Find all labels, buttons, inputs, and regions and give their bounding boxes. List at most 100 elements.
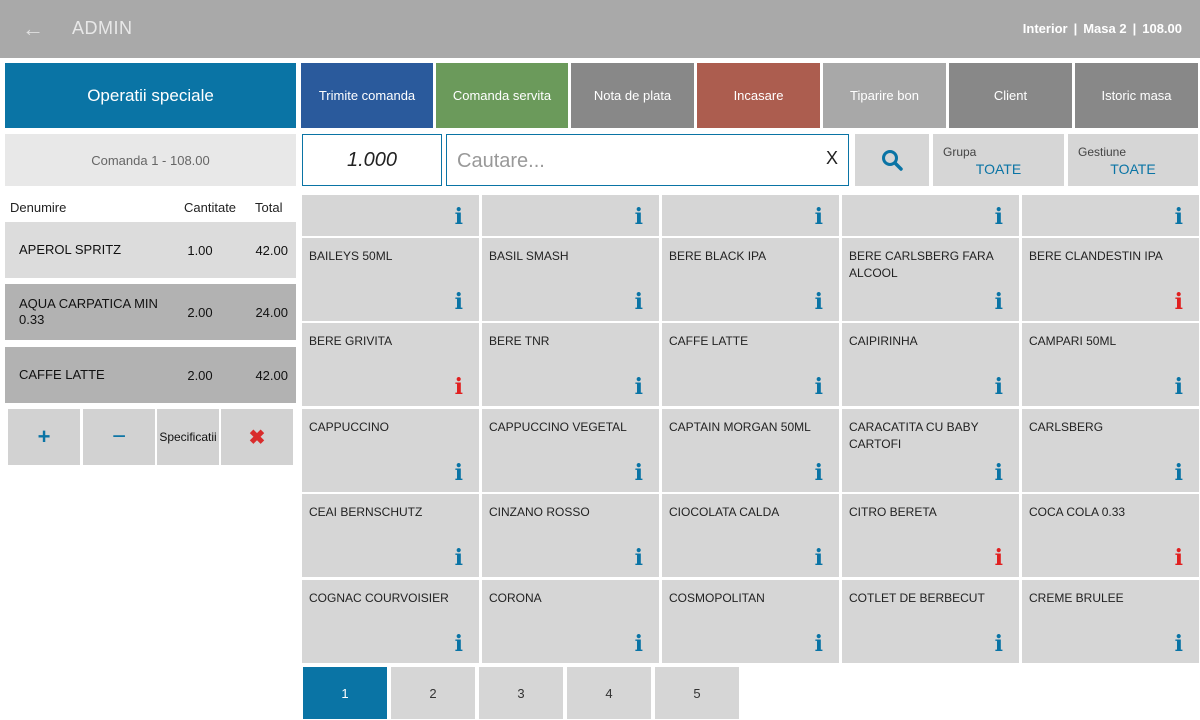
product-tile[interactable]: i bbox=[302, 195, 479, 236]
info-icon[interactable]: i bbox=[814, 631, 823, 657]
send-order-button[interactable]: Trimite comanda bbox=[301, 63, 433, 128]
product-tile[interactable]: BASIL SMASH i bbox=[482, 238, 659, 321]
page-button-2[interactable]: 2 bbox=[391, 667, 475, 719]
info-icon[interactable]: i bbox=[634, 460, 643, 486]
page-button-5[interactable]: 5 bbox=[655, 667, 739, 719]
info-icon[interactable]: i bbox=[994, 204, 1003, 230]
delete-item-button[interactable]: ✖ bbox=[221, 409, 293, 465]
order-served-button[interactable]: Comanda servita bbox=[436, 63, 568, 128]
product-tile[interactable]: BAILEYS 50ML i bbox=[302, 238, 479, 321]
info-icon[interactable]: i bbox=[814, 374, 823, 400]
order-item-qty: 2.00 bbox=[187, 367, 213, 383]
info-icon[interactable]: i bbox=[994, 374, 1003, 400]
product-tile[interactable]: i bbox=[1022, 195, 1199, 236]
info-icon[interactable]: i bbox=[454, 289, 463, 315]
increase-qty-button[interactable]: + bbox=[8, 409, 80, 465]
product-tile[interactable]: CAIPIRINHA i bbox=[842, 323, 1019, 406]
order-item[interactable]: CAFFE LATTE 2.00 42.00 bbox=[5, 347, 296, 403]
info-icon[interactable]: i bbox=[454, 460, 463, 486]
client-button[interactable]: Client bbox=[949, 63, 1072, 128]
product-tile[interactable]: BERE BLACK IPA i bbox=[662, 238, 839, 321]
product-tile[interactable]: i bbox=[842, 195, 1019, 236]
product-tile[interactable]: CIOCOLATA CALDA i bbox=[662, 494, 839, 577]
print-receipt-button[interactable]: Tiparire bon bbox=[823, 63, 946, 128]
product-tile[interactable]: CREME BRULEE i bbox=[1022, 580, 1199, 663]
collect-payment-button[interactable]: Incasare bbox=[697, 63, 820, 128]
product-name: CAPPUCCINO VEGETAL bbox=[489, 420, 627, 434]
product-tile[interactable]: CARACATITA CU BABY CARTOFI i bbox=[842, 409, 1019, 492]
product-tile[interactable]: COSMOPOLITAN i bbox=[662, 580, 839, 663]
product-name: CIOCOLATA CALDA bbox=[669, 505, 780, 519]
info-icon[interactable]: i bbox=[1174, 289, 1183, 315]
column-header-total: Total bbox=[255, 200, 283, 215]
table-history-button[interactable]: Istoric masa bbox=[1075, 63, 1198, 128]
product-name: CAFFE LATTE bbox=[669, 334, 749, 348]
product-tile[interactable]: CAFFE LATTE i bbox=[662, 323, 839, 406]
column-header-name: Denumire bbox=[10, 200, 67, 215]
product-tile[interactable]: BERE CARLSBERG FARA ALCOOL i bbox=[842, 238, 1019, 321]
group-filter[interactable]: Grupa TOATE bbox=[933, 134, 1064, 186]
product-tile[interactable]: COCA COLA 0.33 i bbox=[1022, 494, 1199, 577]
info-icon[interactable]: i bbox=[634, 289, 643, 315]
bill-button[interactable]: Nota de plata bbox=[571, 63, 694, 128]
info-icon[interactable]: i bbox=[634, 545, 643, 571]
info-icon[interactable]: i bbox=[634, 631, 643, 657]
clear-search-icon[interactable]: X bbox=[825, 148, 838, 168]
decrease-qty-button[interactable]: − bbox=[83, 409, 155, 465]
info-icon[interactable]: i bbox=[454, 631, 463, 657]
product-tile[interactable]: BERE GRIVITA i bbox=[302, 323, 479, 406]
info-icon[interactable]: i bbox=[814, 545, 823, 571]
product-tile[interactable]: BERE CLANDESTIN IPA i bbox=[1022, 238, 1199, 321]
product-tile[interactable]: i bbox=[482, 195, 659, 236]
product-tile[interactable]: BERE TNR i bbox=[482, 323, 659, 406]
info-icon[interactable]: i bbox=[994, 460, 1003, 486]
info-icon[interactable]: i bbox=[454, 545, 463, 571]
page-button-3[interactable]: 3 bbox=[479, 667, 563, 719]
special-operations-button[interactable]: Operatii speciale bbox=[5, 63, 296, 128]
info-icon[interactable]: i bbox=[1174, 545, 1183, 571]
info-icon[interactable]: i bbox=[994, 631, 1003, 657]
product-tile[interactable]: CAPPUCCINO VEGETAL i bbox=[482, 409, 659, 492]
product-tile[interactable]: CINZANO ROSSO i bbox=[482, 494, 659, 577]
location-label: Interior bbox=[1022, 21, 1068, 36]
order-selector[interactable]: Comanda 1 - 108.00 bbox=[5, 134, 296, 186]
specifications-button[interactable]: Specificatii bbox=[157, 409, 219, 465]
info-icon[interactable]: i bbox=[814, 289, 823, 315]
product-name: CARACATITA CU BABY CARTOFI bbox=[849, 420, 979, 451]
product-tile[interactable]: CAPTAIN MORGAN 50ML i bbox=[662, 409, 839, 492]
product-tile[interactable]: CITRO BERETA i bbox=[842, 494, 1019, 577]
info-icon[interactable]: i bbox=[994, 545, 1003, 571]
info-icon[interactable]: i bbox=[454, 204, 463, 230]
info-icon[interactable]: i bbox=[634, 204, 643, 230]
product-tile[interactable]: COTLET DE BERBECUT i bbox=[842, 580, 1019, 663]
product-tile[interactable]: CAPPUCCINO i bbox=[302, 409, 479, 492]
info-icon[interactable]: i bbox=[1174, 204, 1183, 230]
product-name: BERE BLACK IPA bbox=[669, 249, 767, 263]
search-button[interactable] bbox=[855, 134, 929, 186]
info-icon[interactable]: i bbox=[634, 374, 643, 400]
product-name: CINZANO ROSSO bbox=[489, 505, 590, 519]
product-tile[interactable]: i bbox=[662, 195, 839, 236]
info-icon[interactable]: i bbox=[994, 289, 1003, 315]
order-item[interactable]: AQUA CARPATICA MIN 0.33 2.00 24.00 bbox=[5, 284, 296, 340]
product-tile[interactable]: CEAI BERNSCHUTZ i bbox=[302, 494, 479, 577]
product-tile[interactable]: CAMPARI 50ML i bbox=[1022, 323, 1199, 406]
info-icon[interactable]: i bbox=[814, 204, 823, 230]
product-tile[interactable]: CORONA i bbox=[482, 580, 659, 663]
page-button-4[interactable]: 4 bbox=[567, 667, 651, 719]
info-icon[interactable]: i bbox=[1174, 631, 1183, 657]
product-tile[interactable]: COGNAC COURVOISIER i bbox=[302, 580, 479, 663]
back-arrow-icon[interactable]: ← bbox=[22, 16, 44, 41]
search-input[interactable] bbox=[457, 145, 807, 177]
gestiune-filter[interactable]: Gestiune TOATE bbox=[1068, 134, 1198, 186]
order-item[interactable]: APEROL SPRITZ 1.00 42.00 bbox=[5, 222, 296, 278]
page-button-1[interactable]: 1 bbox=[303, 667, 387, 719]
table-total: 108.00 bbox=[1142, 21, 1182, 36]
quantity-field[interactable]: 1.000 bbox=[302, 134, 442, 186]
info-icon[interactable]: i bbox=[1174, 374, 1183, 400]
info-icon[interactable]: i bbox=[454, 374, 463, 400]
product-tile[interactable]: CARLSBERG i bbox=[1022, 409, 1199, 492]
info-icon[interactable]: i bbox=[814, 460, 823, 486]
product-name: BERE TNR bbox=[489, 334, 550, 348]
info-icon[interactable]: i bbox=[1174, 460, 1183, 486]
